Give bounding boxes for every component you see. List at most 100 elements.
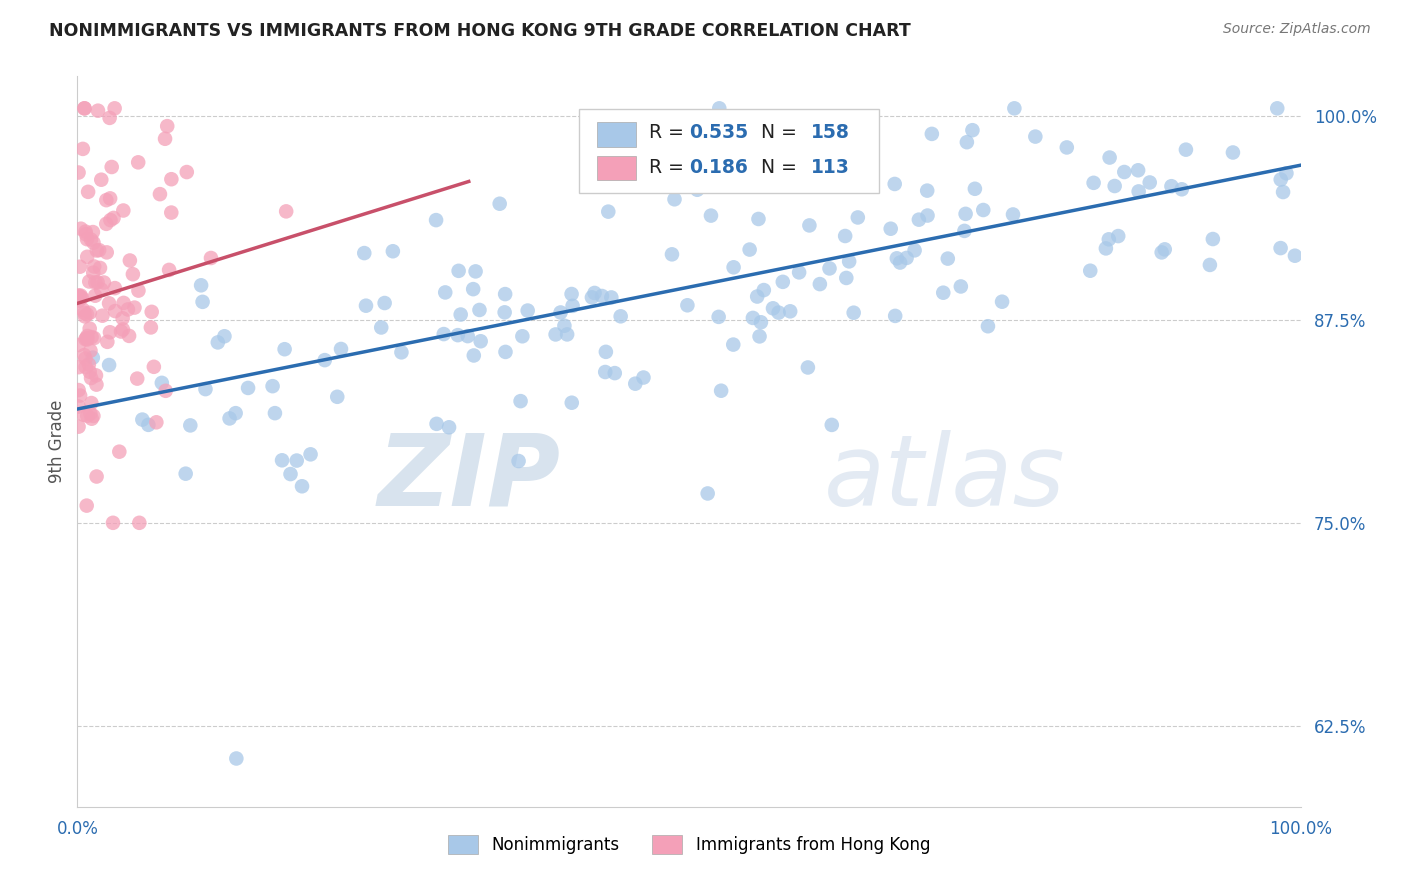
Point: [93, 276, 115, 290]
Point: [191, 294, 214, 309]
Point: [354, 299, 377, 313]
Point: [555, 327, 578, 342]
Point: [561, 299, 583, 313]
Point: [72, 302, 94, 317]
Point: [1174, 143, 1197, 157]
Point: [883, 177, 905, 191]
Point: [149, 187, 172, 202]
Point: [76, 333, 98, 347]
Point: [723, 260, 745, 275]
Point: [915, 184, 938, 198]
Point: [624, 376, 647, 391]
Point: [447, 264, 470, 278]
Point: [464, 264, 486, 278]
Point: [932, 285, 955, 300]
Point: [707, 310, 730, 324]
Point: [103, 211, 125, 225]
Point: [593, 365, 616, 379]
Point: [118, 329, 141, 343]
Point: [370, 320, 392, 334]
Point: [598, 204, 620, 219]
Point: [314, 353, 336, 368]
Point: [509, 394, 531, 409]
Point: [79, 365, 101, 379]
Text: Source: ZipAtlas.com: Source: ZipAtlas.com: [1223, 22, 1371, 37]
Point: [1001, 207, 1024, 221]
Point: [207, 335, 229, 350]
Point: [391, 345, 413, 359]
Point: [112, 203, 135, 218]
Point: [595, 344, 617, 359]
Text: 0.186: 0.186: [689, 158, 748, 177]
Point: [67, 338, 90, 352]
Point: [82, 225, 104, 239]
Point: [104, 304, 127, 318]
Point: [101, 516, 124, 530]
Point: [1222, 145, 1244, 160]
Point: [1150, 245, 1173, 260]
Point: [179, 418, 201, 433]
Point: [76, 232, 98, 246]
Point: [457, 329, 479, 343]
Point: [75, 332, 97, 346]
Point: [1139, 176, 1161, 190]
Point: [77, 185, 100, 199]
Point: [956, 135, 979, 149]
FancyBboxPatch shape: [579, 109, 879, 193]
Point: [953, 224, 976, 238]
Point: [1098, 232, 1121, 246]
Point: [374, 296, 396, 310]
Point: [1098, 151, 1121, 165]
Point: [512, 329, 534, 343]
Point: [79, 407, 101, 421]
Text: NONIMMIGRANTS VS IMMIGRANTS FROM HONG KONG 9TH GRADE CORRELATION CHART: NONIMMIGRANTS VS IMMIGRANTS FROM HONG KO…: [49, 22, 911, 40]
FancyBboxPatch shape: [598, 122, 637, 147]
Point: [69, 260, 91, 274]
Point: [1024, 129, 1046, 144]
Text: R =: R =: [648, 122, 689, 142]
Point: [77, 357, 100, 371]
Point: [955, 207, 977, 221]
Text: 158: 158: [811, 122, 851, 142]
Point: [155, 384, 177, 398]
Point: [82, 409, 104, 423]
Legend: Nonimmigrants, Immigrants from Hong Kong: Nonimmigrants, Immigrants from Hong Kong: [441, 829, 936, 861]
Point: [271, 453, 294, 467]
Point: [495, 345, 517, 359]
Point: [98, 111, 121, 125]
Point: [508, 454, 530, 468]
Point: [84, 276, 107, 290]
Point: [69, 290, 91, 304]
Point: [73, 306, 96, 320]
Point: [581, 290, 603, 304]
Point: [738, 243, 761, 257]
Point: [72, 142, 94, 156]
Point: [752, 283, 775, 297]
Point: [834, 229, 856, 244]
Point: [79, 321, 101, 335]
Text: N =: N =: [749, 158, 803, 177]
Point: [434, 285, 457, 300]
Point: [104, 101, 127, 115]
Point: [200, 251, 222, 265]
Point: [86, 377, 108, 392]
Point: [463, 282, 485, 296]
Point: [262, 379, 284, 393]
Point: [1153, 243, 1175, 257]
Point: [73, 101, 96, 115]
Point: [437, 420, 460, 434]
Point: [110, 325, 132, 339]
Point: [112, 296, 135, 310]
Point: [450, 308, 472, 322]
Point: [96, 334, 118, 349]
Point: [762, 301, 785, 316]
Point: [709, 101, 731, 115]
Point: [772, 275, 794, 289]
Point: [1002, 101, 1025, 115]
Point: [67, 419, 90, 434]
Point: [779, 304, 801, 318]
Point: [67, 289, 90, 303]
Point: [917, 209, 939, 223]
Point: [433, 327, 456, 342]
Point: [880, 221, 903, 235]
